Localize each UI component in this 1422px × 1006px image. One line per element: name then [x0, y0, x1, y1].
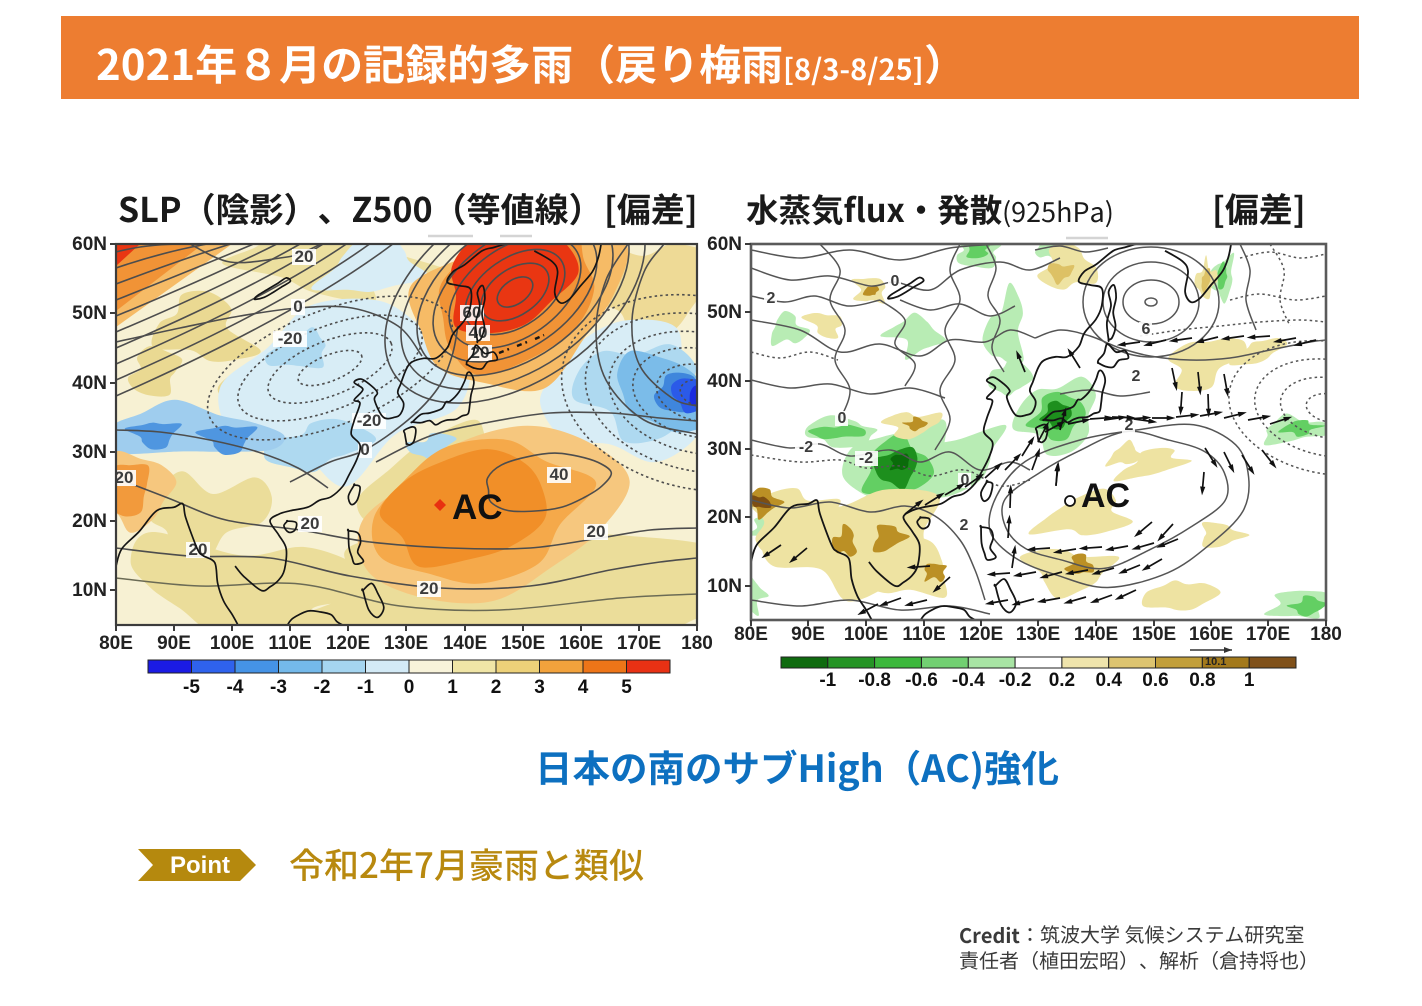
- svg-text:80E: 80E: [99, 633, 133, 654]
- svg-text:2: 2: [767, 290, 776, 307]
- svg-text:40: 40: [550, 465, 569, 484]
- svg-text:-20: -20: [278, 329, 303, 348]
- svg-text:90E: 90E: [791, 624, 825, 645]
- svg-text:140E: 140E: [1074, 624, 1118, 645]
- svg-text:20: 20: [115, 468, 134, 487]
- svg-text:170E: 170E: [617, 633, 661, 654]
- svg-text:3: 3: [534, 677, 545, 698]
- svg-text:4: 4: [578, 677, 589, 698]
- svg-text:80E: 80E: [734, 624, 768, 645]
- svg-text:-2: -2: [314, 677, 331, 698]
- svg-text:110E: 110E: [268, 633, 311, 654]
- svg-text:0: 0: [891, 273, 900, 290]
- svg-text:-20: -20: [357, 411, 382, 430]
- svg-text:100E: 100E: [210, 633, 254, 654]
- svg-text:180: 180: [681, 633, 713, 654]
- svg-text:40N: 40N: [72, 373, 107, 394]
- svg-text:AC: AC: [452, 488, 503, 527]
- svg-text:100E: 100E: [844, 624, 888, 645]
- svg-text:2: 2: [960, 517, 969, 534]
- svg-text:160E: 160E: [1189, 624, 1233, 645]
- svg-text:30N: 30N: [707, 439, 742, 460]
- svg-text:20N: 20N: [707, 507, 742, 528]
- svg-text:160E: 160E: [559, 633, 603, 654]
- svg-text:110E: 110E: [902, 624, 945, 645]
- svg-text:180: 180: [1310, 624, 1342, 645]
- svg-text:10N: 10N: [72, 580, 107, 601]
- svg-text:AC: AC: [1081, 477, 1130, 515]
- svg-text:10.1: 10.1: [1205, 656, 1226, 668]
- svg-text:-3: -3: [270, 677, 287, 698]
- svg-text:-4: -4: [227, 677, 244, 698]
- svg-text:170E: 170E: [1246, 624, 1290, 645]
- svg-text:10N: 10N: [707, 576, 742, 597]
- svg-text:2: 2: [1132, 368, 1141, 385]
- svg-text:2: 2: [491, 677, 502, 698]
- svg-text:1: 1: [447, 677, 458, 698]
- svg-text:150E: 150E: [501, 633, 545, 654]
- svg-text:0.6: 0.6: [1142, 670, 1168, 691]
- svg-text:0.4: 0.4: [1095, 670, 1122, 691]
- svg-text:60N: 60N: [707, 234, 742, 255]
- svg-text:50N: 50N: [707, 302, 742, 323]
- svg-text:20: 20: [587, 522, 606, 541]
- svg-text:0: 0: [961, 472, 970, 489]
- svg-text:2: 2: [1125, 417, 1134, 434]
- svg-text:20N: 20N: [72, 511, 107, 532]
- svg-text:30N: 30N: [72, 442, 107, 463]
- svg-text:120E: 120E: [326, 633, 370, 654]
- svg-text:50N: 50N: [72, 303, 107, 324]
- svg-text:-0.6: -0.6: [905, 670, 938, 691]
- svg-text:-2: -2: [859, 450, 873, 467]
- svg-text:6: 6: [1142, 321, 1151, 338]
- svg-text:0: 0: [293, 297, 302, 316]
- svg-text:-5: -5: [183, 677, 200, 698]
- svg-text:20: 20: [420, 579, 439, 598]
- svg-text:0: 0: [360, 440, 369, 459]
- svg-text:20: 20: [295, 247, 314, 266]
- svg-text:90E: 90E: [157, 633, 191, 654]
- svg-text:130E: 130E: [384, 633, 428, 654]
- svg-text:-1: -1: [357, 677, 374, 698]
- svg-text:-2: -2: [799, 439, 813, 456]
- svg-text:20: 20: [301, 514, 320, 533]
- svg-text:0: 0: [838, 410, 847, 427]
- svg-text:-0.4: -0.4: [952, 670, 985, 691]
- svg-text:0.8: 0.8: [1189, 670, 1215, 691]
- svg-text:1: 1: [1244, 670, 1255, 691]
- svg-text:Point: Point: [170, 852, 230, 879]
- svg-text:120E: 120E: [959, 624, 1003, 645]
- svg-text:0.2: 0.2: [1049, 670, 1075, 691]
- svg-text:60N: 60N: [72, 234, 107, 255]
- svg-text:150E: 150E: [1132, 624, 1176, 645]
- svg-text:-0.8: -0.8: [858, 670, 891, 691]
- svg-text:5: 5: [621, 677, 632, 698]
- svg-text:0: 0: [404, 677, 415, 698]
- svg-text:40: 40: [469, 323, 488, 342]
- svg-text:140E: 140E: [443, 633, 487, 654]
- svg-text:-1: -1: [819, 670, 836, 691]
- svg-text:-0.2: -0.2: [999, 670, 1032, 691]
- svg-text:130E: 130E: [1016, 624, 1060, 645]
- svg-text:40N: 40N: [707, 371, 742, 392]
